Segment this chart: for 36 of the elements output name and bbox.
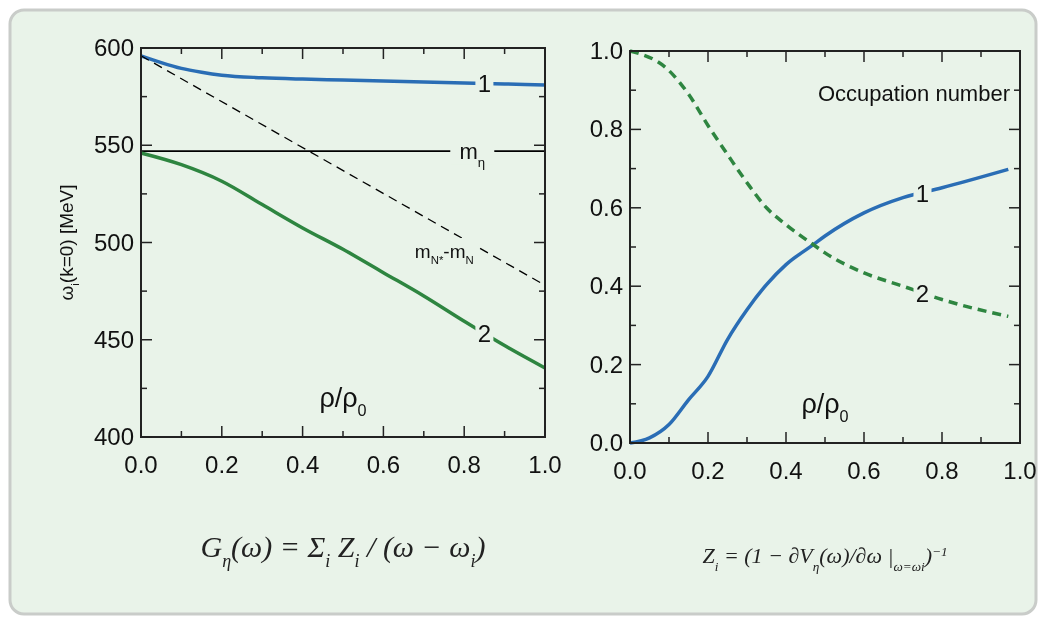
- text: G$_{η}$(ω) = Σ$_{i}$ Z$_{i}$ / (ω − ω$_{i}$): [200, 530, 486, 571]
- line-series: [628, 49, 1011, 319]
- series-label: 2: [915, 279, 930, 307]
- x-tick-label: 0.2: [205, 451, 239, 478]
- series-label: 1: [477, 70, 492, 98]
- y-tick-label: 1.0: [589, 37, 623, 64]
- y-tick-label: 0.4: [589, 272, 623, 300]
- x-tick-label: 0.2: [691, 457, 725, 484]
- series-label: m$_{N*}$-m$_{N}$: [414, 240, 474, 266]
- text: Z$_{i}$ = (1 − ∂V$_{η}$(ω)/∂ω |$_{ω=ωi}$)$^{−1}$: [702, 543, 948, 574]
- y-tick-label: 550: [93, 131, 134, 159]
- y-tick-label: 0.6: [589, 193, 623, 221]
- x-tick-label: 0.0: [613, 457, 647, 484]
- x-axis-title: ρ/ρ$_{0}$: [319, 383, 367, 419]
- x-tick-label: 0.4: [769, 457, 803, 484]
- x-tick-label: 0.4: [285, 451, 320, 478]
- x-tick-label: 0.0: [124, 451, 158, 478]
- y-tick-label: 450: [93, 325, 134, 353]
- ref-line-label: m$_{η}$: [459, 139, 486, 170]
- x-axis-title: ρ/ρ$_{0}$: [801, 389, 849, 425]
- x-tick-label: 0.6: [366, 451, 401, 478]
- text: Occupation number: [818, 81, 1010, 106]
- x-tick-label: 0.8: [447, 451, 481, 478]
- x-tick-label: 0.8: [925, 457, 959, 484]
- x-tick-label: 1.0: [528, 451, 562, 478]
- y-tick-label: 0.2: [589, 350, 623, 378]
- y-tick-label: 400: [93, 423, 134, 450]
- y-tick-label: 500: [93, 228, 134, 256]
- series-label: 1: [915, 179, 930, 207]
- x-tick-label: 0.6: [847, 457, 881, 484]
- series-label: 2: [477, 320, 492, 348]
- y-tick-label: 0.8: [589, 115, 623, 143]
- x-tick-label: 1.0: [1003, 457, 1037, 484]
- line-series: [628, 167, 1011, 445]
- y-tick-label: 600: [93, 34, 134, 61]
- y-tick-label: 0.0: [589, 429, 623, 456]
